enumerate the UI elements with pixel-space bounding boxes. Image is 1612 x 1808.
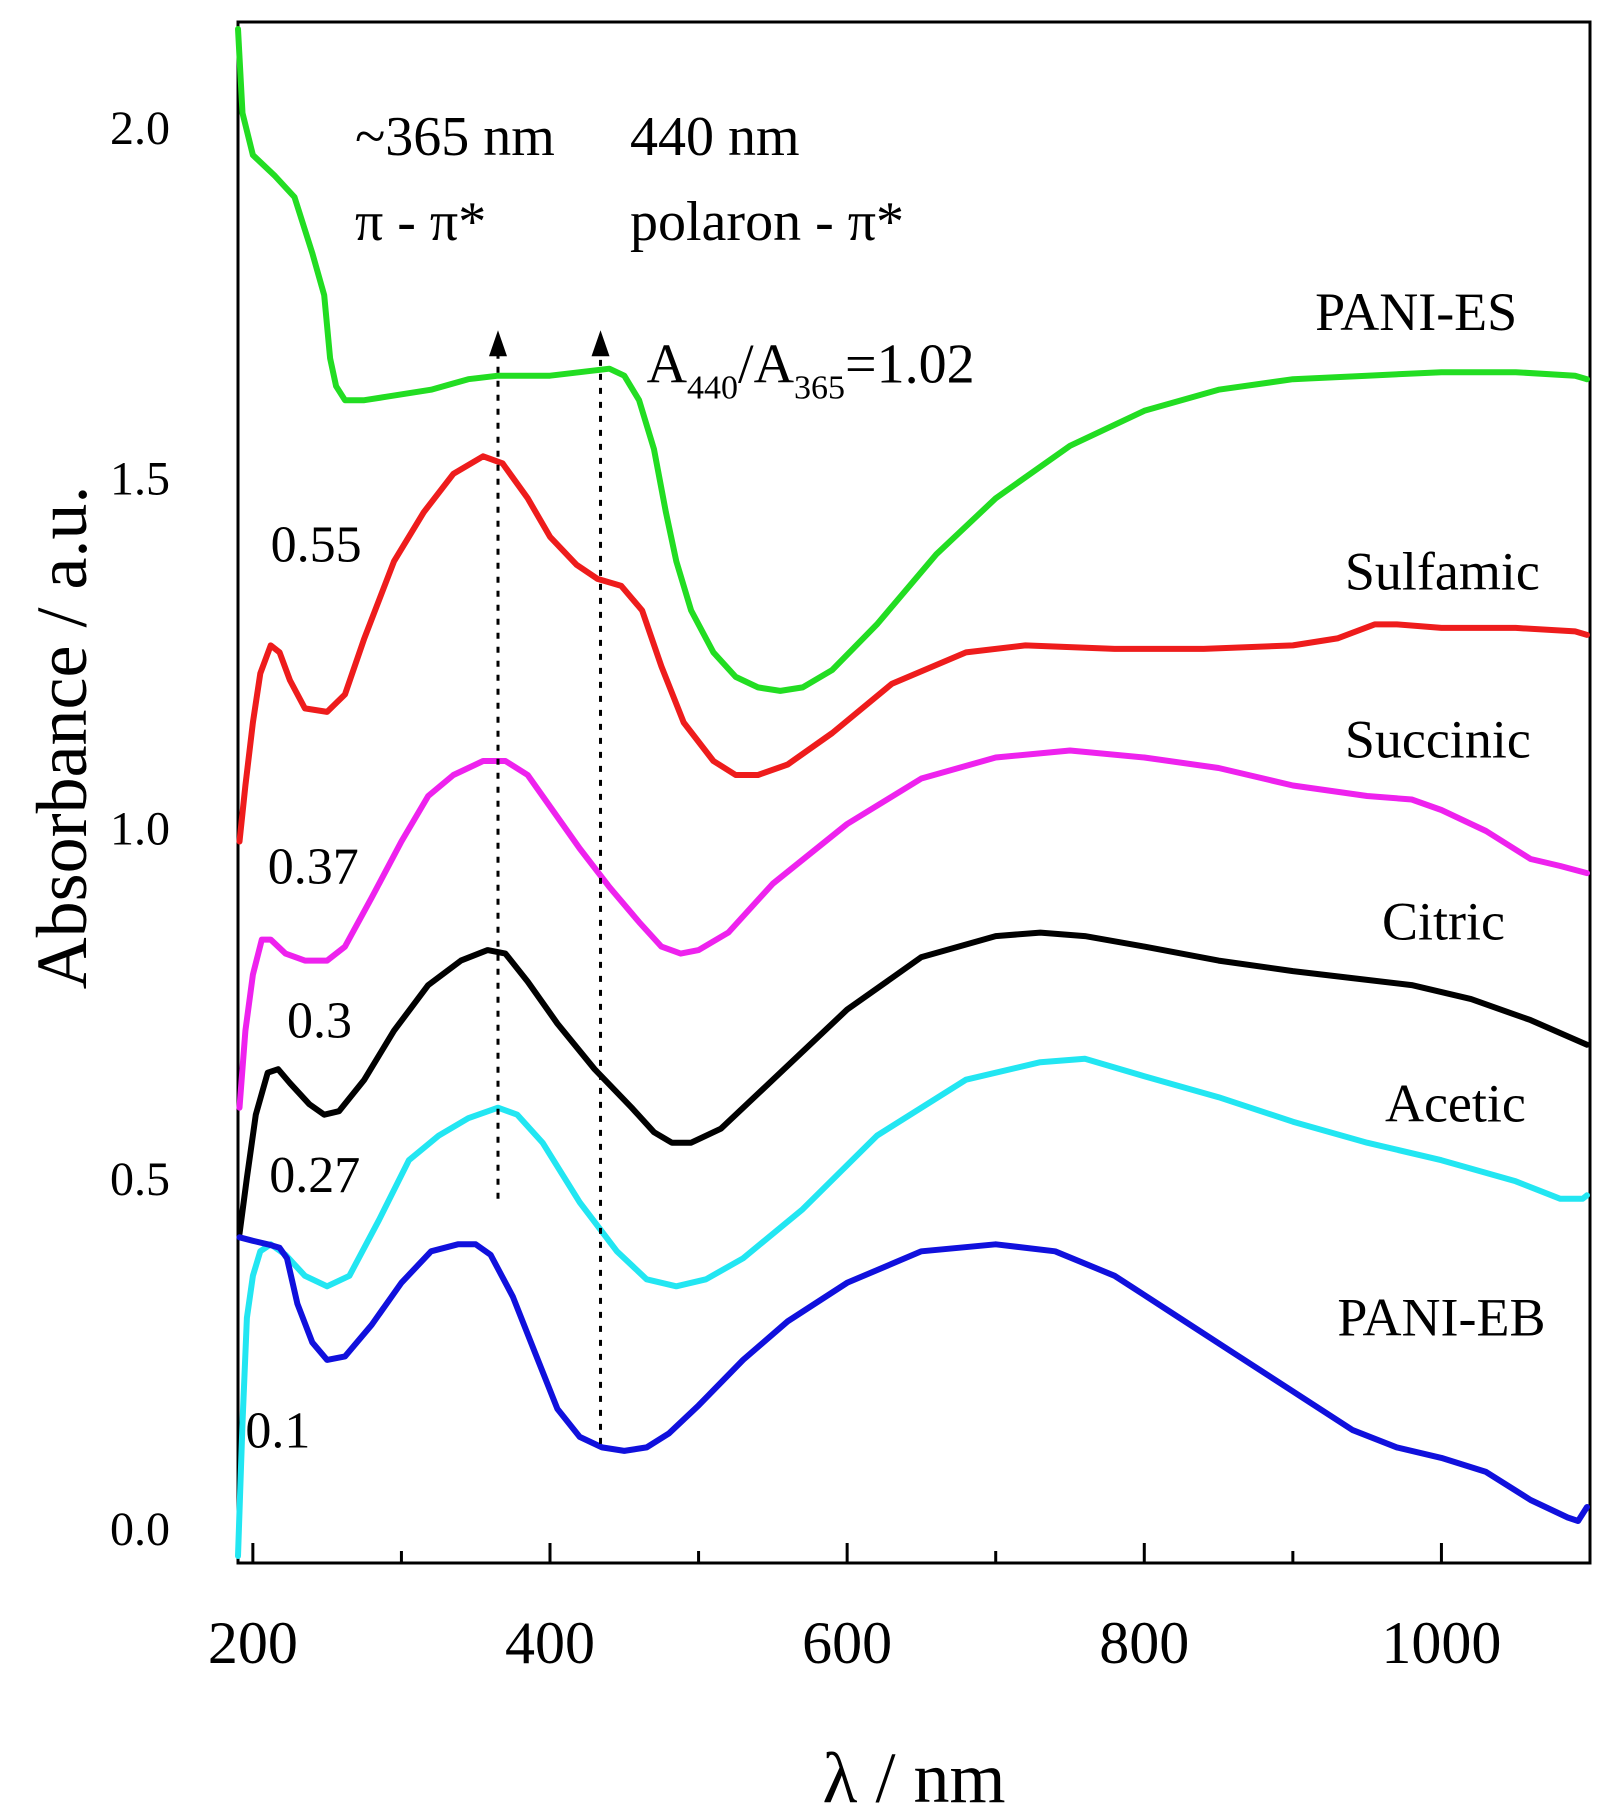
y-tick-label: 2.0 <box>110 102 170 155</box>
series-layer <box>235 26 1590 1559</box>
ratio-value-label: 0.1 <box>245 1402 310 1459</box>
ratio-text-part: A <box>647 334 688 396</box>
series-label-citric: Citric <box>1382 892 1505 952</box>
series-line-sulfamic <box>236 453 1590 845</box>
ratio-text-part: /A <box>738 334 795 396</box>
series-label-acetic: Acetic <box>1385 1074 1526 1134</box>
y-tick-label: 1.5 <box>110 452 170 505</box>
y-axis-title: Absorbance / a.u. <box>22 486 102 990</box>
x-tick-label: 400 <box>505 1610 595 1676</box>
plot-border <box>236 20 1592 1565</box>
annotation-layer <box>489 330 610 1444</box>
y-tick-label: 1.0 <box>110 803 170 856</box>
series-line-citric <box>236 929 1590 1237</box>
peak1-transition-label: π - π* <box>355 191 486 253</box>
series-line-succinic <box>236 747 1590 1111</box>
ratio-value-label: 0.37 <box>268 839 359 896</box>
series-label-succinic: Succinic <box>1345 709 1531 769</box>
absorbance-ratio-label: A440/A365=1.02 <box>647 334 975 407</box>
peak1-wavelength-label: ~365 nm <box>355 106 555 168</box>
series-label-pani-es: PANI-ES <box>1315 282 1517 342</box>
peak2-transition-label: polaron - π* <box>630 191 904 253</box>
peak2-wavelength-label: 440 nm <box>630 106 800 168</box>
ratio-value-label: 0.55 <box>271 516 362 573</box>
y-tick-label: 0.5 <box>110 1153 170 1206</box>
ratio-text-part: 365 <box>794 370 845 407</box>
x-tick-label: 200 <box>208 1610 298 1676</box>
peak2-arrowhead <box>591 330 610 357</box>
ratio-text-part: 440 <box>687 370 738 407</box>
peak1-arrowhead <box>489 330 507 357</box>
series-line-pani-es <box>235 26 1590 694</box>
series-label-pani-eb: PANI-EB <box>1337 1287 1545 1347</box>
x-axis-title: λ / nm <box>823 1738 1006 1808</box>
x-tick-label: 1000 <box>1381 1610 1501 1676</box>
ratio-text-part: =1.02 <box>845 334 975 396</box>
series-label-sulfamic: Sulfamic <box>1345 541 1540 601</box>
x-tick-label: 600 <box>802 1610 892 1676</box>
plot-frame <box>236 20 1592 1565</box>
ratio-value-label: 0.3 <box>287 993 352 1050</box>
x-tick-label: 800 <box>1099 1610 1189 1676</box>
ratio-value-label: 0.27 <box>269 1147 360 1204</box>
labels-layer: 200 400 600 800 1000 0.0 0.5 1.0 1.5 2.0 λ / nm Abs… <box>22 102 1545 1808</box>
y-tick-label: 0.0 <box>110 1503 170 1556</box>
ticks-layer <box>251 1543 1443 1563</box>
series-line-pani-eb <box>236 1234 1590 1524</box>
